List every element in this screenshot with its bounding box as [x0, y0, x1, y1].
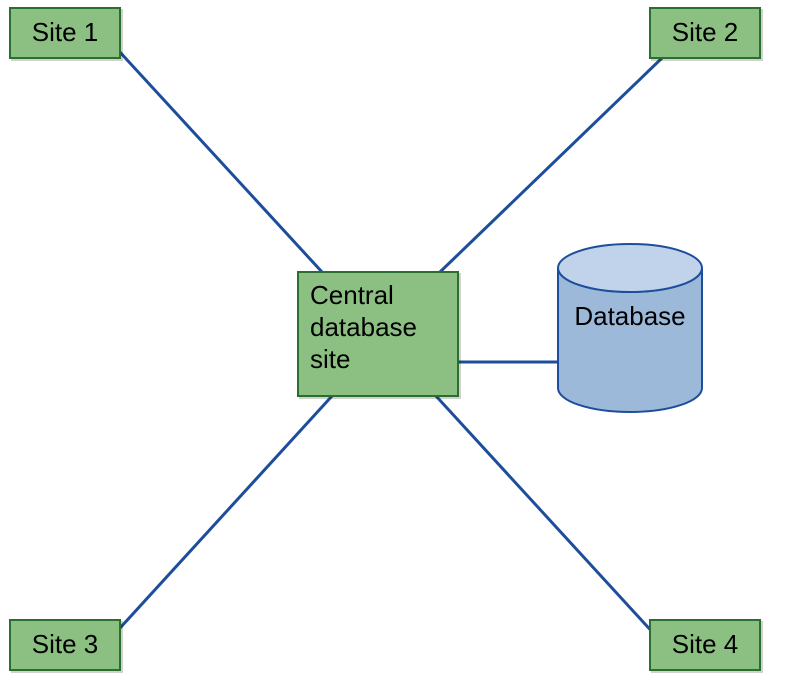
edge-site3-center	[120, 396, 332, 628]
node-site3-label: Site 3	[32, 629, 99, 659]
node-site2-label: Site 2	[672, 17, 739, 47]
node-site3: Site 3	[10, 620, 120, 670]
node-center-label-line-0: Central	[310, 280, 394, 310]
edge-site2-center	[440, 58, 662, 272]
edge-site1-center	[118, 50, 322, 272]
node-site2: Site 2	[650, 8, 760, 58]
database-cylinder: Database	[558, 244, 702, 412]
node-center-label-line-2: site	[310, 344, 350, 374]
node-center-label-line-1: database	[310, 312, 417, 342]
edge-site4-center	[436, 396, 656, 636]
node-center: Centraldatabasesite	[298, 272, 458, 396]
node-site4: Site 4	[650, 620, 760, 670]
database-label: Database	[574, 301, 685, 331]
node-site1: Site 1	[10, 8, 120, 58]
database-top	[558, 244, 702, 292]
node-site4-label: Site 4	[672, 629, 739, 659]
node-site1-label: Site 1	[32, 17, 99, 47]
